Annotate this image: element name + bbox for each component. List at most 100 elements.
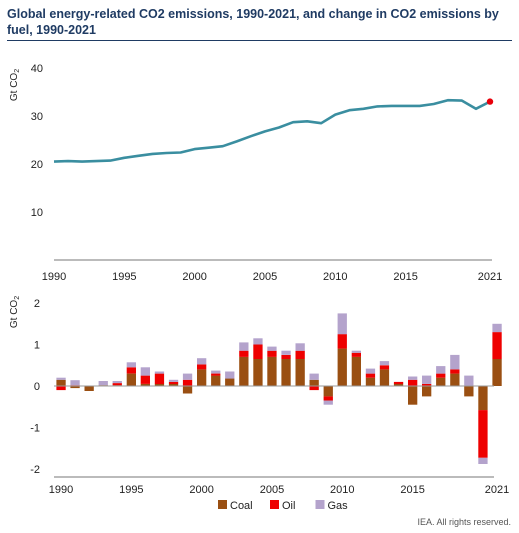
bar-oil-1998 [168,381,179,384]
bar-coal-2004 [253,359,263,386]
bar-gas-1995 [126,362,136,368]
bar-gas-2021 [492,323,502,333]
bottom-y-tick-label: 2 [34,298,40,310]
bar-gas-2001 [211,370,221,374]
bar-coal-1999 [182,386,193,394]
bottom-x-tick-label: 2021 [485,484,509,496]
bar-coal-2015 [408,386,418,405]
top-y-tick-label: 40 [31,63,43,75]
bar-coal-2006 [281,359,291,386]
bar-gas-2016 [422,375,432,384]
emissions-series-line [53,98,491,163]
bar-oil-2020 [478,410,488,458]
bar-gas-2017 [436,366,446,374]
bottom-x-tick-label: 2010 [330,484,354,496]
legend: Coal Oil Gas [218,500,348,512]
bar-oil-2004 [253,344,263,359]
top-y-tick-label: 10 [31,207,43,219]
bar-oil-2001 [211,373,221,376]
bar-gas-2019 [464,375,474,386]
bar-gas-2003 [239,342,249,351]
legend-label-oil: Oil [282,500,295,512]
bar-coal-2007 [295,359,305,386]
emissions-line-chart: 10 20 30 40 Gt CO2 1990 1995 2000 2005 2010 2015 20… [9,63,502,283]
bottom-x-tick-label: 1990 [49,484,73,496]
bar-coal-1995 [126,373,136,386]
bottom-x-tick-label: 2015 [400,484,424,496]
chart-title: Global energy-related CO2 emissions, 199… [7,7,499,37]
bottom-y-tick-label: -2 [30,464,40,476]
bar-oil-2008 [309,386,319,391]
bar-coal-2019 [464,386,474,397]
bar-gas-2020 [478,457,488,464]
top-x-tick-label: 1995 [112,271,136,283]
bar-oil-2006 [281,354,291,359]
bar-gas-1997 [154,371,165,374]
top-x-tick-label: 2010 [323,271,347,283]
bar-gas-1998 [168,379,179,382]
change-by-fuel-bar-chart: -2 -1 0 1 2 Gt CO2 1990 1995 2000 2005 2010 2015 202… [9,296,509,496]
bar-gas-1999 [182,373,193,380]
bar-oil-2003 [239,350,249,357]
bar-oil-2012 [365,373,376,378]
bottom-y-tick-label: 1 [34,340,40,352]
legend-swatch-gas [315,500,325,509]
bar-coal-2013 [379,369,390,386]
bar-oil-2007 [295,350,305,359]
top-x-tick-label: 2021 [478,271,502,283]
bar-oil-2017 [436,373,446,378]
bar-gas-1991 [70,380,80,386]
bar-coal-1992 [84,386,94,391]
bar-coal-2000 [197,369,207,386]
bar-gas-2000 [197,358,207,365]
bar-coal-2002 [225,378,235,386]
bar-oil-2021 [492,332,502,360]
bar-gas-1994 [112,381,122,384]
bar-coal-2014 [393,383,404,386]
bar-coal-2018 [450,373,460,386]
bar-coal-2012 [365,377,376,386]
bar-gas-2002 [225,371,235,379]
top-x-tick-label: 2015 [393,271,417,283]
bar-oil-2010 [337,334,347,349]
bar-gas-2013 [379,361,390,366]
bar-oil-1995 [126,367,136,374]
bar-gas-1990 [56,377,66,380]
bar-oil-2016 [422,383,432,386]
top-y-axis-label: Gt CO2 [9,69,21,101]
bar-coal-2011 [351,356,361,386]
bar-oil-1994 [112,383,122,386]
bar-oil-2000 [197,364,207,370]
bar-oil-1997 [154,373,165,384]
top-y-tick-label: 30 [31,111,43,123]
bar-coal-1996 [140,383,150,386]
bar-gas-2018 [450,354,460,370]
bar-gas-2007 [295,343,305,351]
bar-oil-2009 [323,396,333,401]
bar-coal-2010 [337,348,347,386]
bar-gas-2008 [309,373,319,380]
bottom-y-tick-label: -1 [30,423,40,435]
top-y-tick-label: 20 [31,159,43,171]
bar-gas-1993 [98,381,108,386]
legend-label-gas: Gas [328,500,349,512]
bottom-y-tick-label: 0 [34,381,40,393]
bar-gas-2012 [365,368,376,374]
bottom-y-axis-label: Gt CO2 [9,296,21,328]
bar-oil-2015 [408,379,418,386]
bar-gas-2004 [253,338,263,345]
bar-coal-1991 [70,386,80,389]
bar-gas-2010 [337,313,347,335]
bar-coal-2003 [239,356,249,386]
bar-coal-2021 [492,359,502,386]
bar-oil-1990 [56,386,66,391]
bar-coal-1990 [56,379,66,386]
bar-coal-2009 [323,386,333,397]
bar-oil-1999 [182,379,193,386]
legend-swatch-coal [218,500,227,509]
top-x-tick-label: 1990 [42,271,66,283]
bar-oil-2005 [267,350,277,357]
bar-gas-1996 [140,367,150,376]
bar-gas-2009 [323,400,333,405]
